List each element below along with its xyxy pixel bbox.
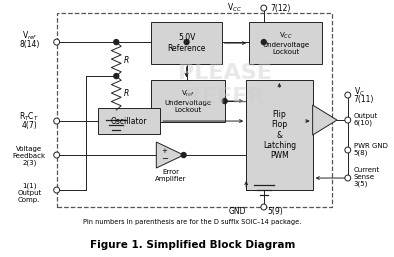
Circle shape: [54, 152, 59, 158]
Text: Feedback: Feedback: [13, 153, 46, 159]
Text: PLEASE
REFER: PLEASE REFER: [178, 63, 271, 107]
Circle shape: [54, 187, 59, 193]
Circle shape: [54, 39, 59, 45]
Text: PWR GND: PWR GND: [354, 143, 388, 149]
Circle shape: [114, 74, 119, 79]
Bar: [151, 80, 225, 122]
Text: Pin numbers in parenthesis are for the D suffix SOIC–14 package.: Pin numbers in parenthesis are for the D…: [83, 219, 302, 225]
Circle shape: [181, 153, 186, 158]
Text: Flip
Flop
&
Latching
PWM: Flip Flop & Latching PWM: [263, 110, 296, 160]
Circle shape: [345, 147, 351, 153]
Text: 7(12): 7(12): [271, 4, 291, 13]
Text: +: +: [161, 148, 167, 154]
Text: Output: Output: [17, 190, 41, 196]
Text: Oscillator: Oscillator: [111, 116, 147, 126]
Text: V$_C$: V$_C$: [354, 86, 365, 98]
Text: Comp.: Comp.: [18, 197, 41, 203]
Circle shape: [184, 40, 189, 44]
Text: GND: GND: [229, 207, 246, 216]
Text: Current: Current: [354, 167, 380, 173]
Bar: [249, 22, 322, 64]
Polygon shape: [312, 105, 337, 135]
Text: 5(9): 5(9): [268, 207, 283, 216]
Text: V$_{ref}$
Undervoltage
Lockout: V$_{ref}$ Undervoltage Lockout: [165, 89, 212, 113]
Circle shape: [345, 175, 351, 181]
Text: 5(8): 5(8): [354, 150, 368, 156]
Text: R: R: [124, 56, 129, 65]
Circle shape: [261, 40, 266, 44]
Text: 8(14): 8(14): [19, 40, 39, 49]
Circle shape: [345, 117, 351, 123]
Text: V$_{ref}$: V$_{ref}$: [22, 30, 37, 42]
Text: 4(7): 4(7): [21, 121, 37, 130]
Text: 5.0V
Reference: 5.0V Reference: [167, 33, 206, 53]
Text: −: −: [161, 154, 167, 163]
Text: Error
Amplifier: Error Amplifier: [155, 169, 187, 181]
Text: Sense: Sense: [354, 174, 375, 180]
Text: 6(10): 6(10): [354, 120, 373, 126]
Text: V$_{CC}$
Undervoltage
Lockout: V$_{CC}$ Undervoltage Lockout: [262, 31, 309, 55]
Circle shape: [54, 118, 59, 124]
Text: Output: Output: [354, 113, 378, 119]
Text: 7(11): 7(11): [354, 95, 374, 104]
Text: Voltage: Voltage: [16, 146, 43, 152]
Circle shape: [345, 92, 351, 98]
Text: 1(1): 1(1): [22, 183, 37, 189]
Text: R$_T$C$_T$: R$_T$C$_T$: [19, 111, 39, 123]
Text: V$_{CC}$: V$_{CC}$: [227, 2, 241, 14]
Circle shape: [222, 98, 227, 104]
Text: Figure 1. Simplified Block Diagram: Figure 1. Simplified Block Diagram: [90, 240, 295, 250]
Polygon shape: [156, 142, 184, 168]
Text: 3(5): 3(5): [354, 181, 368, 187]
Circle shape: [114, 40, 119, 44]
Bar: [98, 108, 160, 134]
Text: R: R: [124, 89, 129, 98]
Circle shape: [261, 5, 267, 11]
Text: 2(3): 2(3): [22, 160, 37, 166]
Bar: [151, 22, 222, 64]
Bar: [246, 80, 312, 190]
Bar: [57, 13, 332, 207]
Circle shape: [261, 204, 267, 210]
